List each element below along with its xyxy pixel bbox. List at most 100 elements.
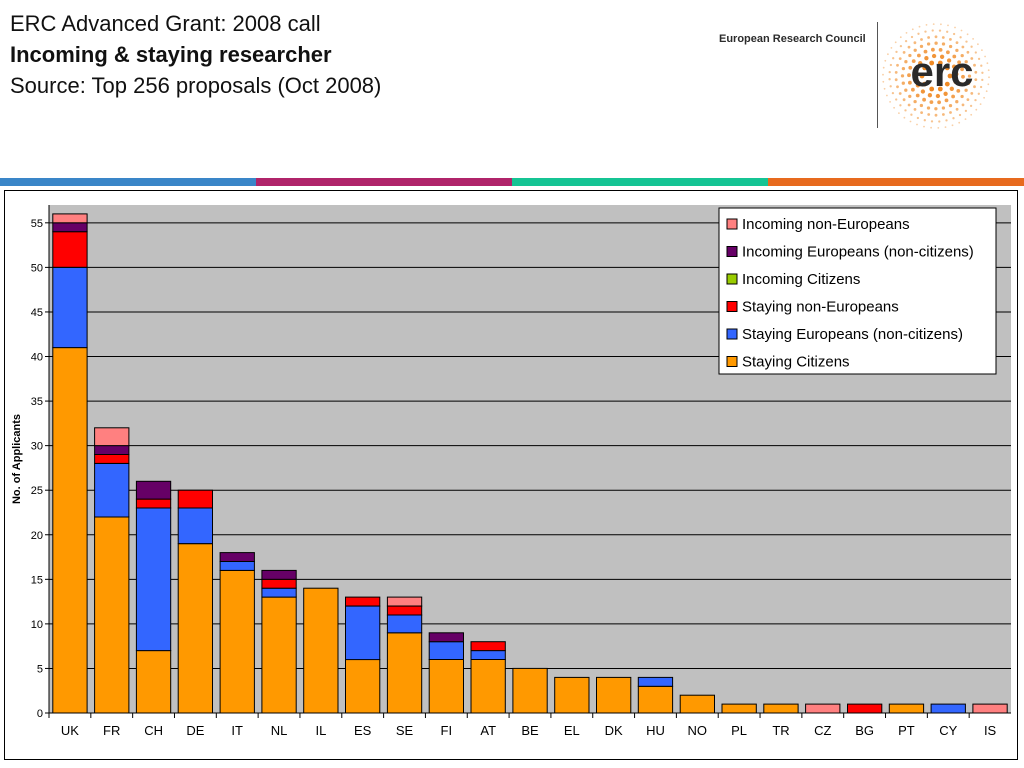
logo-dot [922, 81, 928, 87]
legend-label: Incoming Europeans (non-citizens) [742, 244, 974, 261]
logo-dot [957, 60, 961, 65]
x-tick-label: UK [61, 723, 79, 738]
y-tick-label: 5 [37, 663, 43, 675]
bar-segment [52, 347, 88, 714]
logo-dot [907, 73, 911, 78]
legend-label: Staying Citizens [742, 354, 850, 371]
logo-dot [896, 63, 899, 67]
logo-dot [949, 86, 954, 91]
logo-dot [947, 24, 949, 27]
logo-dot [944, 81, 950, 87]
logo-dot [893, 106, 895, 109]
bar-segment [637, 685, 674, 714]
bar-segment [261, 569, 297, 580]
logo-dot [931, 47, 935, 52]
logo-dot [899, 104, 902, 107]
bar-segment [554, 676, 590, 714]
logo-dot [958, 121, 961, 124]
logo-dot [960, 67, 964, 72]
x-tick-label: NO [688, 723, 708, 738]
logo-dot [938, 120, 941, 123]
logo-dot [979, 85, 983, 89]
y-tick-label: 45 [31, 307, 43, 319]
bar-segment [52, 222, 88, 233]
y-tick-label: 20 [31, 530, 43, 542]
bar-segment [52, 231, 88, 268]
logo-dot [911, 28, 914, 31]
logo-dot [923, 125, 925, 128]
bar-segment [135, 480, 172, 500]
logo-dot [949, 111, 952, 114]
logo-dot [931, 29, 934, 32]
logo-dot [967, 74, 972, 78]
logo-dot [925, 24, 928, 26]
logo-dot [924, 56, 929, 61]
bar-segment [470, 641, 506, 652]
x-tick-label: CZ [814, 723, 831, 738]
logo-dot [898, 57, 902, 60]
erc-logo: erc [880, 22, 1000, 137]
bar-segment [303, 587, 339, 714]
legend-swatch [726, 356, 738, 367]
logo-dot [967, 67, 971, 71]
logo-dot [966, 50, 970, 54]
logo-dot [956, 89, 961, 93]
logo-dot [913, 108, 917, 111]
logo-dot [946, 58, 952, 63]
bar-segment [219, 561, 255, 571]
logo-dot [920, 89, 926, 94]
logo-dot [943, 91, 948, 96]
y-tick-label: 50 [31, 262, 43, 274]
x-tick-label: AT [480, 723, 496, 738]
logo-dot [959, 82, 964, 87]
logo-dot [882, 66, 885, 69]
logo-dot [939, 54, 945, 59]
logo-dot [910, 35, 914, 39]
logo-dot [909, 120, 912, 123]
logo-dot [944, 126, 947, 128]
bar-segment [637, 676, 674, 687]
logo-dot [941, 36, 945, 39]
x-tick-label: PT [898, 723, 915, 738]
logo-dot [918, 61, 923, 66]
logo-dot [987, 83, 990, 86]
logo-dot [981, 71, 984, 74]
x-tick-label: HU [646, 723, 665, 738]
logo-dot [966, 33, 969, 36]
logo-dot [882, 73, 884, 76]
bar-segment [177, 543, 213, 714]
logo-dot [894, 71, 898, 74]
logo-dot [900, 74, 905, 78]
logo-dot [972, 38, 974, 40]
logo-dot [919, 103, 924, 108]
x-tick-label: TR [772, 723, 789, 738]
logo-dot [916, 123, 918, 126]
logo-dot [970, 92, 974, 95]
logo-dot [974, 51, 977, 54]
slide-subtitle: Incoming & staying researcher [10, 42, 332, 67]
logo-dot [973, 85, 976, 89]
logo-dot [884, 59, 887, 62]
logo-dot [946, 50, 950, 55]
bar-segment [94, 445, 130, 456]
logo-dot [938, 29, 942, 32]
logo-dot [934, 41, 938, 45]
bar-segment [135, 650, 172, 714]
legend-label: Staying non-Europeans [742, 299, 899, 316]
logo-dot [955, 41, 959, 44]
logo-dot [960, 94, 964, 99]
logo-dot [916, 116, 920, 120]
y-tick-label: 55 [31, 218, 43, 230]
logo-dot [889, 63, 893, 67]
bar-segment [177, 489, 213, 509]
x-tick-label: EL [564, 723, 580, 738]
legend-swatch [726, 218, 738, 230]
logo-dot [930, 126, 932, 129]
bar-segment [428, 632, 465, 643]
logo-dot [966, 98, 970, 101]
logo-dot [974, 78, 978, 81]
logo-dot [966, 81, 971, 86]
bar-segment [219, 552, 255, 563]
logo-dot [905, 32, 908, 34]
logo-dot [908, 80, 912, 85]
